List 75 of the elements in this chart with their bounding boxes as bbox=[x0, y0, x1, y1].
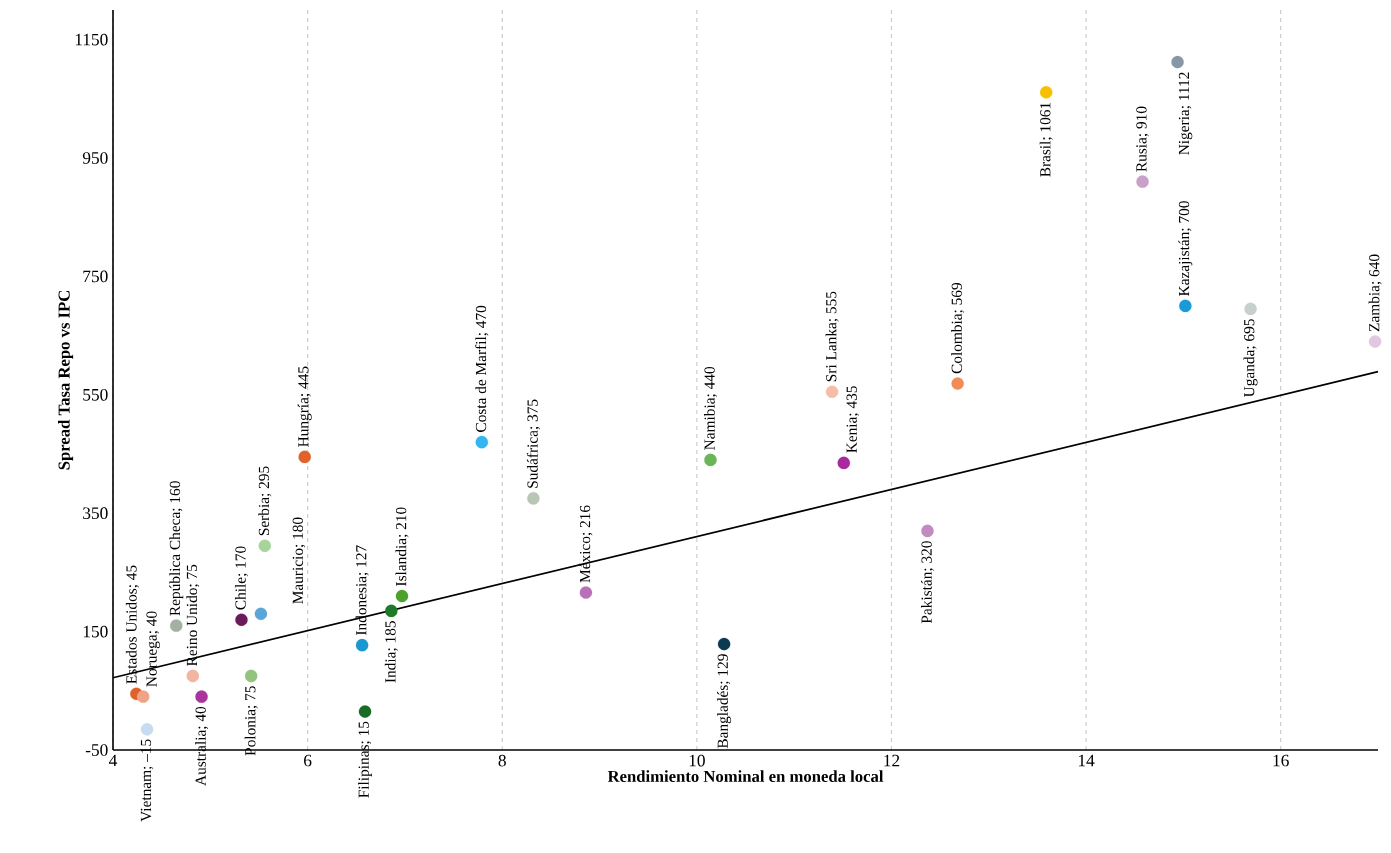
point bbox=[170, 619, 183, 632]
data-label: Costa de Marfil; 470 bbox=[475, 305, 489, 432]
point bbox=[244, 669, 258, 683]
point bbox=[140, 723, 154, 736]
point bbox=[527, 492, 540, 505]
data-label: Islandia; 210 bbox=[395, 507, 409, 586]
point bbox=[825, 385, 839, 399]
point bbox=[1171, 55, 1184, 69]
point bbox=[921, 524, 934, 538]
data-label: Serbia; 295 bbox=[258, 466, 272, 536]
x-tick-label: 14 bbox=[1078, 754, 1095, 767]
data-label: India; 185 bbox=[384, 621, 398, 683]
point bbox=[704, 453, 717, 467]
data-label: Bangladés; 129 bbox=[717, 654, 732, 749]
data-label: Mauricio; 180 bbox=[292, 517, 306, 604]
y-tick-label: 150 bbox=[83, 625, 108, 638]
data-label: Estados Unidos; 45 bbox=[125, 565, 139, 684]
point bbox=[358, 705, 372, 718]
x-tick-label: 8 bbox=[498, 754, 506, 767]
point bbox=[298, 450, 311, 464]
point bbox=[385, 604, 398, 618]
data-label: Polonia; 75 bbox=[244, 686, 258, 756]
point bbox=[186, 669, 200, 683]
data-label: República Checa; 160 bbox=[169, 481, 184, 616]
point bbox=[717, 637, 731, 651]
data-label: Brasil; 1061 bbox=[1039, 102, 1053, 177]
data-label: Filipinas; 15 bbox=[358, 721, 372, 798]
point bbox=[951, 377, 964, 390]
point bbox=[1179, 299, 1192, 313]
data-label: Kazajistán; 700 bbox=[1178, 201, 1193, 296]
point bbox=[195, 690, 208, 703]
point bbox=[837, 456, 851, 470]
data-label: Zambia; 640 bbox=[1368, 254, 1382, 332]
y-tick-label: -50 bbox=[85, 744, 108, 756]
y-tick-label: 550 bbox=[83, 388, 108, 401]
data-label: Sudáfrica; 375 bbox=[526, 399, 540, 488]
x-tick-label: 12 bbox=[884, 754, 900, 767]
point bbox=[1244, 302, 1257, 316]
data-label: Rusia; 910 bbox=[1136, 106, 1149, 172]
data-label: Vietnam; –15 bbox=[140, 739, 154, 822]
data-label: Reino Unido; 75 bbox=[186, 564, 200, 666]
point bbox=[579, 586, 593, 599]
data-label: Nigeria; 1112 bbox=[1178, 72, 1193, 155]
point bbox=[136, 690, 150, 703]
data-label: Indonesia; 127 bbox=[355, 545, 369, 636]
y-axis-title: Spread Tasa Repo vs IPC bbox=[58, 290, 74, 470]
y-tick-label: 750 bbox=[83, 270, 108, 283]
point bbox=[1039, 86, 1053, 99]
point bbox=[395, 589, 409, 603]
data-label: Namibia; 440 bbox=[703, 366, 717, 450]
y-tick-label: 350 bbox=[83, 507, 108, 520]
data-label: Uganda; 695 bbox=[1243, 319, 1258, 398]
point bbox=[235, 613, 248, 626]
x-axis-title: Rendimiento Nominal en moneda local bbox=[607, 770, 884, 782]
data-label: Noruega; 40 bbox=[146, 611, 160, 687]
point bbox=[1368, 335, 1382, 348]
data-label: Hungría; 445 bbox=[297, 366, 312, 447]
y-tick-label: 1150 bbox=[75, 33, 108, 46]
data-label: Australia; 40 bbox=[195, 706, 209, 786]
data-label: Kenia; 435 bbox=[846, 386, 860, 453]
point bbox=[475, 435, 489, 449]
point bbox=[254, 607, 268, 621]
data-label: Pakistán; 320 bbox=[920, 541, 934, 624]
x-tick-label: 4 bbox=[109, 754, 118, 767]
data-label: México; 216 bbox=[579, 505, 593, 583]
data-label: Sri Lanka; 555 bbox=[825, 291, 839, 382]
data-label: Chile; 170 bbox=[234, 546, 248, 610]
x-tick-label: 16 bbox=[1273, 754, 1289, 767]
y-tick-label: 950 bbox=[82, 152, 108, 164]
point bbox=[355, 639, 369, 652]
point bbox=[258, 539, 272, 552]
point bbox=[1136, 175, 1149, 188]
x-tick-label: 6 bbox=[304, 754, 312, 767]
data-label: Colombia; 569 bbox=[951, 283, 965, 374]
x-tick-label: 10 bbox=[689, 754, 705, 767]
